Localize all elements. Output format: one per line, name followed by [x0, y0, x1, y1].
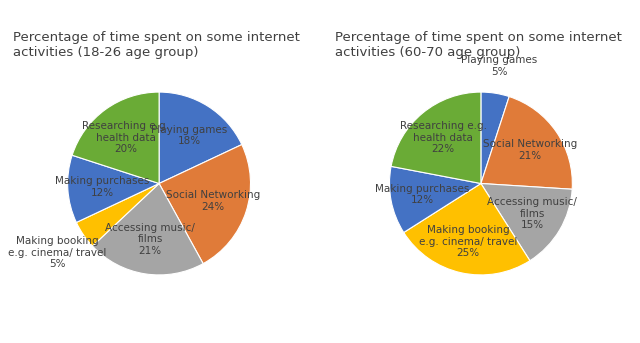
- Wedge shape: [72, 92, 159, 184]
- Wedge shape: [159, 92, 242, 184]
- Wedge shape: [481, 92, 509, 184]
- Text: Percentage of time spent on some internet
activities (60-70 age group): Percentage of time spent on some interne…: [335, 31, 621, 59]
- Text: Social Networking
24%: Social Networking 24%: [166, 190, 260, 212]
- Wedge shape: [391, 92, 481, 184]
- Wedge shape: [159, 145, 250, 264]
- Wedge shape: [76, 184, 159, 246]
- Text: Accessing music/
films
15%: Accessing music/ films 15%: [487, 197, 577, 230]
- Wedge shape: [390, 166, 481, 233]
- Text: Percentage of time spent on some internet
activities (18-26 age group): Percentage of time spent on some interne…: [13, 31, 300, 59]
- Text: Making purchases
12%: Making purchases 12%: [55, 176, 150, 198]
- Text: Making booking
e.g. cinema/ travel
5%: Making booking e.g. cinema/ travel 5%: [8, 236, 106, 270]
- Wedge shape: [404, 184, 530, 275]
- Text: Researching e.g.
health data
20%: Researching e.g. health data 20%: [83, 121, 169, 154]
- Text: Making booking
e.g. cinema/ travel
25%: Making booking e.g. cinema/ travel 25%: [419, 225, 517, 258]
- Text: Social Networking
21%: Social Networking 21%: [483, 139, 577, 161]
- Text: Accessing music/
films
21%: Accessing music/ films 21%: [106, 223, 195, 256]
- Text: Making purchases
12%: Making purchases 12%: [375, 184, 470, 205]
- Wedge shape: [481, 96, 572, 189]
- Text: Playing games
18%: Playing games 18%: [151, 125, 228, 146]
- Text: Playing games
5%: Playing games 5%: [461, 55, 538, 77]
- Wedge shape: [481, 184, 572, 261]
- Text: Researching e.g.
health data
22%: Researching e.g. health data 22%: [399, 121, 486, 154]
- Wedge shape: [68, 155, 159, 222]
- Wedge shape: [92, 184, 203, 275]
